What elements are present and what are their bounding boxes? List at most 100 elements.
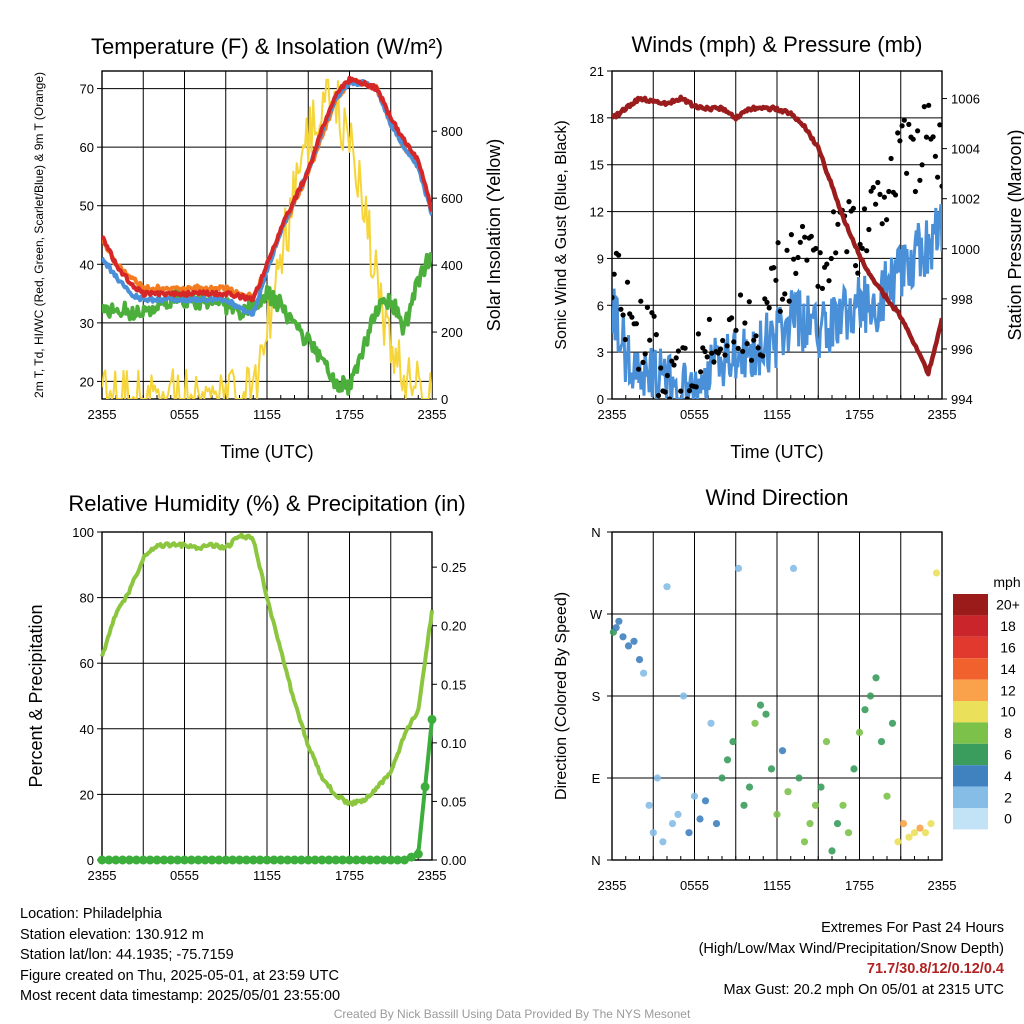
y-right-tick-label: 0.00 bbox=[441, 853, 466, 868]
direction-point bbox=[877, 738, 886, 746]
y-tick-label: W bbox=[590, 607, 603, 622]
gust-point bbox=[824, 261, 830, 267]
y-tick-label: 100 bbox=[72, 525, 94, 540]
station-info: Location: Philadelphia Station elevation… bbox=[20, 904, 340, 1007]
legend-swatch bbox=[953, 594, 988, 616]
temperature-chart: 2355 0555 1155 1755 2355 20 30 40 50 60 70 0 200 400 6… bbox=[32, 34, 504, 462]
precip-point bbox=[180, 855, 189, 865]
y-right-axis-label: Solar Insolation (Yellow) bbox=[484, 139, 504, 331]
x-tick-label: 1755 bbox=[845, 407, 874, 422]
y-tick-label: 40 bbox=[80, 722, 94, 737]
legend-swatch bbox=[953, 743, 988, 766]
gust-point bbox=[808, 233, 814, 239]
gust-point bbox=[861, 206, 868, 212]
y-right-tick-label: 0.25 bbox=[441, 560, 466, 575]
gust-point bbox=[715, 350, 721, 356]
x-tick-label: 1755 bbox=[335, 407, 364, 422]
gust-point bbox=[771, 265, 777, 271]
y-tick-label: 20 bbox=[80, 374, 94, 389]
direction-point bbox=[740, 801, 748, 809]
gust-point bbox=[662, 389, 668, 395]
direction-point bbox=[910, 829, 919, 837]
precip-point bbox=[152, 855, 162, 865]
gust-point bbox=[853, 263, 859, 269]
gust-point bbox=[709, 350, 715, 356]
direction-point bbox=[822, 738, 831, 746]
series-line-station-pressure bbox=[612, 94, 942, 377]
direction-point bbox=[872, 674, 880, 682]
x-tick-label: 1155 bbox=[253, 868, 281, 883]
credit-line: Created By Nick Bassill Using Data Provi… bbox=[333, 1007, 691, 1021]
y-tick-label: 60 bbox=[80, 656, 94, 671]
precip-point bbox=[228, 855, 238, 865]
y-right-tick-label: 0.20 bbox=[441, 619, 466, 634]
gust-point bbox=[923, 134, 930, 140]
y-tick-label: 12 bbox=[590, 205, 604, 220]
station-elevation: Station elevation: 130.912 m bbox=[20, 926, 204, 943]
precip-point bbox=[372, 855, 382, 865]
gust-point bbox=[877, 191, 883, 197]
precip-point bbox=[283, 855, 293, 865]
direction-point bbox=[899, 820, 908, 828]
precip-point bbox=[427, 714, 437, 724]
x-tick-label: 2355 bbox=[88, 407, 117, 422]
y-right-tick-label: 1000 bbox=[951, 242, 980, 257]
direction-point bbox=[734, 564, 743, 573]
y-tick-label: 70 bbox=[80, 82, 94, 97]
direction-point bbox=[674, 810, 682, 819]
gust-point bbox=[866, 226, 872, 233]
gust-point bbox=[875, 179, 881, 186]
gust-point bbox=[684, 396, 690, 399]
gust-point bbox=[782, 291, 788, 297]
y-tick-label: N bbox=[591, 525, 600, 540]
precip-point bbox=[214, 855, 224, 865]
gust-point bbox=[892, 192, 899, 198]
direction-point bbox=[653, 774, 662, 782]
direction-point bbox=[789, 564, 798, 573]
gust-point bbox=[835, 221, 841, 227]
precip-point bbox=[97, 855, 107, 865]
precip-point bbox=[118, 855, 128, 865]
series-line-solar-insolation bbox=[102, 78, 432, 399]
gust-point bbox=[935, 174, 941, 180]
precip-point bbox=[345, 855, 354, 865]
direction-point bbox=[762, 710, 770, 718]
gust-point bbox=[817, 250, 823, 256]
y-tick-label: 21 bbox=[590, 64, 604, 79]
gust-point bbox=[753, 333, 759, 339]
precip-point bbox=[420, 782, 430, 792]
precip-point bbox=[241, 855, 251, 865]
direction-point bbox=[927, 820, 935, 828]
chart-title: Relative Humidity (%) & Precipitation (i… bbox=[68, 491, 465, 516]
gust-point bbox=[904, 170, 910, 176]
legend-swatch bbox=[953, 722, 988, 744]
gust-point bbox=[667, 396, 673, 399]
precip-point bbox=[269, 855, 279, 865]
gust-point bbox=[799, 223, 806, 230]
gust-point bbox=[777, 308, 783, 314]
gust-point bbox=[930, 134, 936, 140]
direction-point bbox=[619, 633, 627, 641]
gust-point bbox=[720, 337, 726, 344]
direction-point bbox=[701, 797, 710, 805]
direction-point bbox=[635, 656, 644, 664]
direction-point bbox=[612, 624, 620, 632]
direction-point bbox=[839, 801, 847, 809]
legend-label: 12 bbox=[1000, 682, 1016, 698]
y-right-tick-label: 1002 bbox=[951, 192, 980, 207]
gust-point bbox=[706, 316, 713, 322]
direction-point bbox=[615, 617, 623, 625]
direction-point bbox=[723, 756, 732, 764]
humidity-precip-chart: 2355 0555 1155 1755 23550204060801000.000.05… bbox=[26, 491, 466, 883]
gust-point bbox=[686, 388, 693, 394]
gust-point bbox=[751, 337, 757, 343]
gust-point bbox=[711, 359, 717, 365]
gust-point bbox=[855, 270, 861, 276]
x-tick-label: 2355 bbox=[598, 407, 627, 422]
gust-point bbox=[620, 312, 626, 318]
precip-point bbox=[111, 855, 121, 865]
direction-point bbox=[855, 728, 864, 737]
precip-point bbox=[200, 855, 210, 865]
gust-point bbox=[937, 122, 942, 128]
x-tick-label: 0555 bbox=[170, 868, 199, 883]
